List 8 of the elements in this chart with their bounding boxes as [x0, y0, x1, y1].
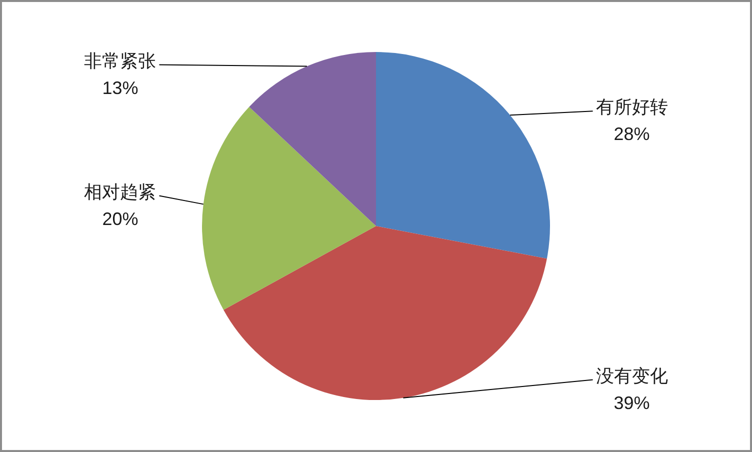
- data-label: 28%: [614, 124, 650, 144]
- slice-label: 没有变化: [596, 366, 668, 386]
- data-label: 39%: [614, 392, 650, 413]
- slice-label: 有所好转: [596, 97, 668, 118]
- slice-label: 非常紧张: [84, 50, 156, 71]
- data-label: 20%: [102, 208, 138, 229]
- slice-label: 相对趋紧: [84, 182, 156, 202]
- data-label: 13%: [102, 78, 138, 98]
